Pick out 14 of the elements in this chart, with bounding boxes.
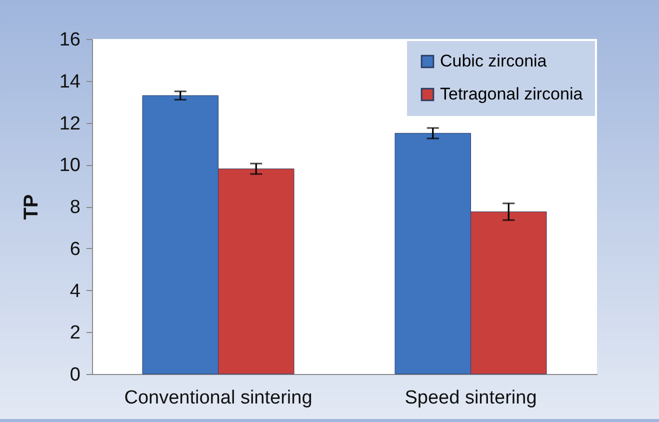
x-tick-label: Conventional sintering bbox=[124, 388, 312, 408]
y-tick-label: 6 bbox=[70, 238, 80, 260]
legend-label: Cubic zirconia bbox=[440, 52, 548, 70]
y-axis-title: TP bbox=[20, 194, 42, 220]
y-tick-label: 16 bbox=[59, 30, 80, 50]
y-tick-label: 10 bbox=[59, 155, 80, 176]
y-tick-label: 14 bbox=[59, 71, 81, 92]
y-tick-label: 0 bbox=[70, 364, 80, 386]
y-tick-label: 12 bbox=[59, 113, 80, 134]
y-tick-label: 2 bbox=[70, 322, 80, 344]
legend-label: Tetragonal zirconia bbox=[440, 84, 584, 104]
y-tick-label: 8 bbox=[70, 197, 80, 218]
x-tick-label: Speed sintering bbox=[404, 388, 537, 408]
y-tick-label: 4 bbox=[70, 280, 81, 302]
